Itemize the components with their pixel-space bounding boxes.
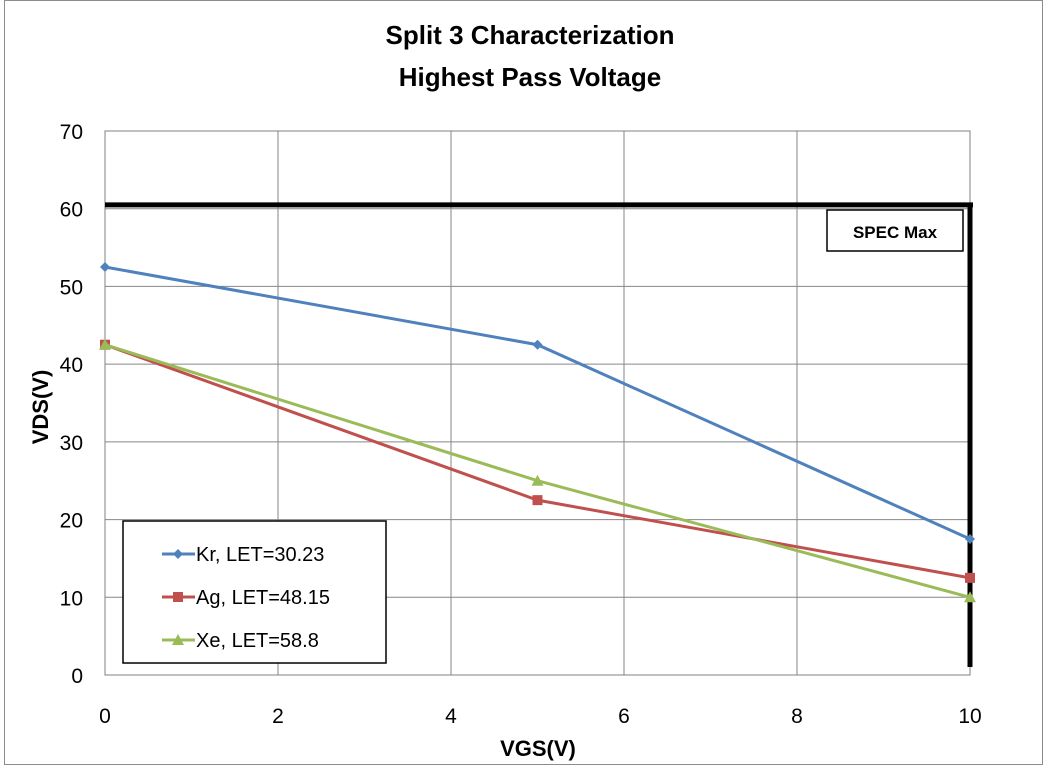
data-point-diamond bbox=[173, 549, 183, 559]
data-point-triangle bbox=[964, 591, 976, 603]
y-tick-label: 30 bbox=[60, 432, 83, 455]
y-tick-label: 40 bbox=[60, 354, 83, 377]
y-tick-label: 20 bbox=[60, 510, 83, 533]
series-group bbox=[99, 338, 976, 603]
x-tick-label: 0 bbox=[99, 705, 111, 728]
x-tick-label: 10 bbox=[958, 705, 981, 728]
y-tick-label: 50 bbox=[60, 276, 83, 299]
data-point-diamond bbox=[100, 262, 110, 272]
x-tick-label: 8 bbox=[791, 705, 803, 728]
data-point-diamond bbox=[965, 534, 975, 544]
legend-label: Xe, LET=58.8 bbox=[196, 630, 319, 652]
spec-max-box: SPEC Max bbox=[826, 209, 964, 252]
series-group bbox=[100, 262, 975, 544]
data-point-square bbox=[173, 592, 183, 602]
spec-max-label: SPEC Max bbox=[853, 223, 938, 242]
data-point-triangle bbox=[172, 634, 184, 645]
legend-entries: Kr, LET=30.23 Ag, LET=48.15 Xe, LET=58.8 bbox=[162, 544, 330, 652]
spec-limit-layer bbox=[105, 202, 973, 667]
y-tick-label: 60 bbox=[60, 199, 83, 222]
chart-frame: 0 10 20 30 40 50 60 70 0 2 4 6 8 10 Split 3 Character… bbox=[4, 0, 1043, 765]
y-tick-label: 0 bbox=[71, 665, 83, 688]
data-point-square bbox=[532, 495, 543, 506]
tick-labels: 0 10 20 30 40 50 60 70 0 2 4 6 8 10 bbox=[60, 121, 982, 728]
y-tick-label: 70 bbox=[60, 121, 83, 144]
series-layer bbox=[99, 262, 976, 603]
data-point-diamond bbox=[532, 339, 543, 350]
legend: Kr, LET=30.23 Ag, LET=48.15 Xe, LET=58.8 bbox=[122, 520, 387, 664]
y-tick-label: 10 bbox=[60, 587, 83, 610]
chart-title: Split 3 Characterization bbox=[386, 20, 675, 50]
chart-subtitle: Highest Pass Voltage bbox=[399, 62, 662, 92]
x-axis-label: VGS(V) bbox=[500, 736, 576, 761]
y-axis-label: VDS(V) bbox=[28, 370, 53, 445]
legend-entry: Kr, LET=30.23 bbox=[162, 544, 324, 566]
data-point-triangle bbox=[99, 338, 111, 350]
x-tick-label: 6 bbox=[618, 705, 630, 728]
legend-entry: Ag, LET=48.15 bbox=[162, 587, 330, 609]
data-point-triangle bbox=[531, 474, 544, 486]
data-point-square bbox=[965, 572, 975, 583]
legend-label: Kr, LET=30.23 bbox=[196, 544, 324, 566]
legend-label: Ag, LET=48.15 bbox=[196, 587, 330, 609]
chart-canvas: 0 10 20 30 40 50 60 70 0 2 4 6 8 10 Split 3 Character… bbox=[28, 20, 982, 761]
legend-entry: Xe, LET=58.8 bbox=[162, 630, 319, 652]
x-tick-label: 2 bbox=[272, 705, 284, 728]
x-tick-label: 4 bbox=[445, 705, 457, 728]
